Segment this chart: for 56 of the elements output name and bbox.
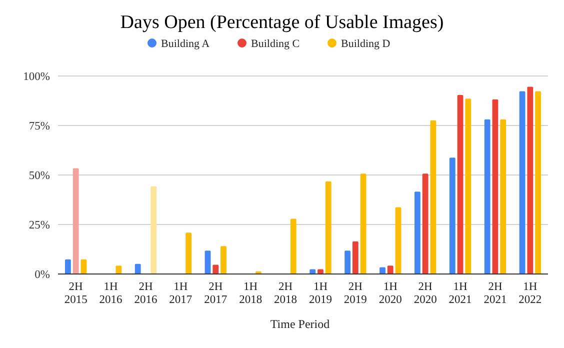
bar — [80, 259, 87, 274]
bar — [500, 119, 506, 274]
x-tick-label: 1H 2021 — [448, 281, 472, 306]
bar — [465, 98, 472, 274]
bar — [414, 192, 420, 274]
chart-title: Days Open (Percentage of Usable Images) — [120, 12, 444, 33]
y-tick-label: 50% — [28, 170, 50, 182]
bar — [204, 250, 211, 274]
y-tick-label: 0% — [34, 269, 50, 281]
bar — [519, 91, 526, 274]
bar — [344, 250, 350, 274]
x-tick-label: 2H 2015 — [64, 281, 88, 306]
x-tick-label: 1H 2020 — [378, 281, 402, 306]
x-tick-label: 2H 2019 — [344, 281, 368, 306]
x-tick-label: 2H 2017 — [204, 281, 228, 306]
bar — [116, 266, 122, 274]
legend-label: Building A — [161, 38, 210, 50]
x-tick-label: 1H 2016 — [99, 281, 123, 306]
bar — [484, 119, 490, 274]
bar — [220, 246, 226, 274]
bar — [150, 186, 157, 274]
legend-label: Building C — [251, 38, 300, 50]
bar — [72, 168, 79, 274]
bar — [535, 91, 542, 274]
y-tick-label: 25% — [28, 220, 50, 232]
bar — [360, 174, 366, 274]
bar — [387, 266, 394, 274]
bar — [325, 181, 332, 274]
y-tick-label: 100% — [23, 71, 50, 83]
bar — [134, 264, 141, 274]
x-tick-label: 2H 2016 — [134, 281, 158, 306]
bar — [310, 269, 316, 274]
y-tick-label: 75% — [28, 120, 50, 132]
bar — [395, 207, 402, 274]
x-tick-label: 1H 2017 — [169, 281, 192, 306]
bar — [430, 120, 436, 274]
bar — [492, 99, 498, 274]
x-tick-label: 1H 2018 — [239, 281, 262, 306]
x-tick-label: 2H 2021 — [484, 281, 507, 306]
bar — [212, 264, 219, 274]
x-axis-title: Time Period — [270, 317, 330, 331]
bar — [422, 174, 428, 274]
bar — [457, 95, 464, 274]
bar — [527, 86, 534, 274]
bar — [318, 269, 324, 274]
x-tick-label: 2H 2018 — [274, 281, 298, 306]
x-tick-label: 1H 2022 — [518, 281, 542, 306]
bar — [186, 232, 192, 274]
bar — [290, 218, 296, 274]
x-tick-label: 1H 2019 — [308, 281, 332, 306]
x-tick-label: 2H 2020 — [414, 281, 438, 306]
bar — [64, 259, 71, 274]
bar — [449, 158, 456, 274]
legend-label: Building D — [341, 38, 390, 50]
bar — [352, 241, 358, 274]
bar — [380, 267, 386, 274]
